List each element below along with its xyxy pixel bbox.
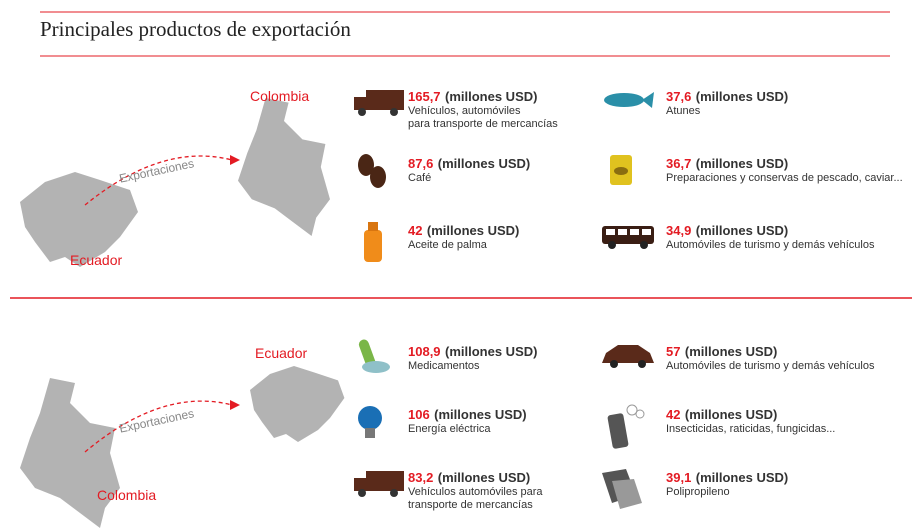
origin-label: Colombia <box>97 487 157 503</box>
product-value: 57 (millones USD) <box>666 343 777 361</box>
product-value: 39,1 (millones USD) <box>666 469 788 487</box>
flow-arrow <box>84 155 233 206</box>
product-description: Vehículos, automóviles para transporte d… <box>408 105 558 130</box>
icon-spray <box>607 413 629 449</box>
product-value: 83,2 (millones USD) <box>408 469 530 487</box>
icon-truck <box>358 489 366 497</box>
map-destination <box>238 98 330 236</box>
product-description: Atunes <box>666 105 701 117</box>
icon-car <box>638 360 646 368</box>
value: 34,9 <box>666 223 692 238</box>
unit: (millones USD) <box>426 223 520 238</box>
product-description: Aceite de palma <box>408 239 487 251</box>
icon-beans <box>370 166 386 188</box>
value: 106 <box>408 407 430 422</box>
icon-bus <box>618 229 627 235</box>
value: 39,1 <box>666 470 692 485</box>
product-value: 108,9 (millones USD) <box>408 343 537 361</box>
icon-bottle <box>368 222 378 231</box>
icon-beans <box>358 154 374 176</box>
value: 42 <box>666 407 681 422</box>
product-value: 36,7 (millones USD) <box>666 155 788 173</box>
arrow-head <box>230 400 240 410</box>
product-value: 34,9 (millones USD) <box>666 222 788 240</box>
icon-truck <box>366 90 404 110</box>
icon-pill <box>362 361 390 373</box>
value: 42 <box>408 223 423 238</box>
product-value: 37,6 (millones USD) <box>666 88 788 106</box>
product-description: Café <box>408 172 432 184</box>
icon-can <box>614 167 628 175</box>
map-destination <box>250 366 345 442</box>
unit: (millones USD) <box>437 156 531 171</box>
unit: (millones USD) <box>695 223 789 238</box>
icon-sheets <box>612 479 642 509</box>
unit: (millones USD) <box>684 344 778 359</box>
arrow-head <box>230 155 240 165</box>
icon-bus <box>608 241 616 249</box>
unit: (millones USD) <box>695 470 789 485</box>
product-description: Medicamentos <box>408 360 480 372</box>
destination-label: Colombia <box>250 88 310 104</box>
destination-label: Ecuador <box>255 345 308 361</box>
product-description: Automóviles de turismo y demás vehículos <box>666 360 875 372</box>
origin-label: Ecuador <box>70 252 123 268</box>
value: 87,6 <box>408 156 434 171</box>
icon-spray <box>626 404 638 416</box>
icon-bus <box>642 229 651 235</box>
icon-fish <box>604 93 644 107</box>
icon-truck <box>354 478 367 491</box>
map-origin <box>20 172 138 267</box>
product-value: 106 (millones USD) <box>408 406 527 424</box>
unit: (millones USD) <box>437 470 531 485</box>
icon-truck <box>390 489 398 497</box>
product-value: 42 (millones USD) <box>408 222 519 240</box>
value: 57 <box>666 344 681 359</box>
value: 37,6 <box>666 89 692 104</box>
product-value: 87,6 (millones USD) <box>408 155 530 173</box>
product-description: Insecticidas, raticidas, fungicidas... <box>666 423 836 435</box>
value: 108,9 <box>408 344 441 359</box>
icon-truck <box>366 471 404 491</box>
icon-bus <box>640 241 648 249</box>
unit: (millones USD) <box>434 407 527 422</box>
icon-bus <box>630 229 639 235</box>
icon-truck <box>354 97 367 110</box>
icon-truck <box>390 108 398 116</box>
icon-bulb <box>365 428 375 438</box>
unit: (millones USD) <box>684 407 778 422</box>
icon-fish <box>642 92 654 108</box>
product-description: Automóviles de turismo y demás vehículos <box>666 239 875 251</box>
value: 83,2 <box>408 470 434 485</box>
map-origin <box>20 378 120 528</box>
icon-spray <box>635 409 645 419</box>
unit: (millones USD) <box>445 344 538 359</box>
icon-bulb <box>358 406 382 430</box>
unit: (millones USD) <box>695 89 789 104</box>
product-value: 165,7 (millones USD) <box>408 88 537 106</box>
icon-truck <box>358 108 366 116</box>
icon-bottle <box>364 230 382 262</box>
product-description: Preparaciones y conservas de pescado, ca… <box>666 172 903 184</box>
unit: (millones USD) <box>445 89 538 104</box>
product-description: Vehículos automóviles para transporte de… <box>408 486 543 511</box>
icon-pill <box>358 339 376 369</box>
icon-car <box>602 345 654 363</box>
icon-car <box>610 360 618 368</box>
value: 36,7 <box>666 156 692 171</box>
flow-arrow <box>84 400 233 453</box>
unit: (millones USD) <box>695 156 789 171</box>
product-description: Energía eléctrica <box>408 423 491 435</box>
value: 165,7 <box>408 89 441 104</box>
icon-bus <box>606 229 615 235</box>
title: Principales productos de exportación <box>40 17 351 41</box>
product-value: 42 (millones USD) <box>666 406 777 424</box>
product-description: Polipropileno <box>666 486 730 498</box>
